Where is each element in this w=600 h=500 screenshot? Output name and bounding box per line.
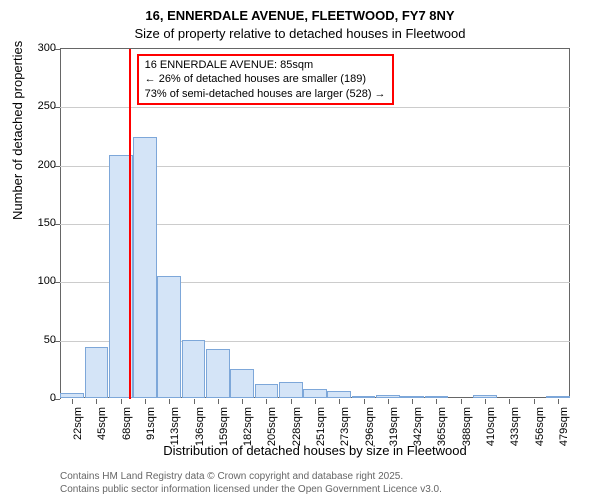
y-tick-mark: [55, 49, 60, 50]
y-tick-label: 50: [8, 334, 56, 346]
histogram-bar: [303, 389, 327, 398]
x-tick-mark: [242, 399, 243, 404]
x-tick-mark: [169, 399, 170, 404]
x-tick-mark: [436, 399, 437, 404]
marker-line: [129, 49, 131, 399]
histogram-bar: [546, 396, 570, 398]
callout-line3: 73% of semi-detached houses are larger (…: [145, 87, 386, 101]
chart-container: 16, ENNERDALE AVENUE, FLEETWOOD, FY7 8NY…: [0, 0, 600, 500]
x-tick-mark: [194, 399, 195, 404]
y-tick-label: 200: [8, 159, 56, 171]
x-tick-mark: [364, 399, 365, 404]
histogram-bar: [279, 382, 303, 398]
x-tick-mark: [412, 399, 413, 404]
x-tick-mark: [485, 399, 486, 404]
y-gridline: [60, 107, 570, 108]
x-tick-mark: [218, 399, 219, 404]
x-tick-mark: [266, 399, 267, 404]
x-tick-mark: [145, 399, 146, 404]
plot-area: 050100150200250300 22sqm45sqm68sqm91sqm1…: [60, 48, 570, 398]
chart-title-sub: Size of property relative to detached ho…: [0, 26, 600, 41]
x-tick-mark: [291, 399, 292, 404]
histogram-bar: [230, 369, 254, 398]
x-axis-label: Distribution of detached houses by size …: [60, 443, 570, 458]
histogram-bar: [60, 393, 84, 398]
x-tick-mark: [534, 399, 535, 404]
histogram-bar: [327, 391, 351, 398]
histogram-bar: [400, 396, 424, 398]
callout-line2: ← 26% of detached houses are smaller (18…: [145, 72, 386, 86]
y-tick-label: 150: [8, 217, 56, 229]
histogram-bar: [157, 276, 181, 399]
y-tick-mark: [55, 399, 60, 400]
x-tick-mark: [461, 399, 462, 404]
histogram-bar: [376, 395, 400, 399]
x-tick-mark: [558, 399, 559, 404]
x-tick-mark: [339, 399, 340, 404]
chart-title-main: 16, ENNERDALE AVENUE, FLEETWOOD, FY7 8NY: [0, 8, 600, 23]
x-tick-mark: [388, 399, 389, 404]
x-tick-mark: [315, 399, 316, 404]
callout-box: 16 ENNERDALE AVENUE: 85sqm ← 26% of deta…: [137, 54, 394, 105]
x-tick-mark: [72, 399, 73, 404]
x-tick-mark: [509, 399, 510, 404]
y-tick-label: 300: [8, 42, 56, 54]
histogram-bar: [473, 395, 497, 399]
y-tick-label: 100: [8, 275, 56, 287]
y-tick-label: 0: [8, 392, 56, 404]
x-tick-mark: [121, 399, 122, 404]
histogram-bar: [182, 340, 206, 398]
histogram-bar: [133, 137, 157, 398]
callout-line1: 16 ENNERDALE AVENUE: 85sqm: [145, 58, 386, 72]
license-line1: Contains HM Land Registry data © Crown c…: [60, 470, 442, 483]
x-tick-mark: [96, 399, 97, 404]
histogram-bar: [85, 347, 109, 398]
y-tick-label: 250: [8, 100, 56, 112]
y-axis-label: Number of detached properties: [10, 41, 25, 220]
histogram-bar: [206, 349, 230, 398]
license-line2: Contains public sector information licen…: [60, 483, 442, 496]
histogram-bar: [352, 396, 376, 398]
histogram-bar: [255, 384, 279, 398]
histogram-bar: [425, 396, 449, 398]
license-text: Contains HM Land Registry data © Crown c…: [60, 470, 442, 496]
